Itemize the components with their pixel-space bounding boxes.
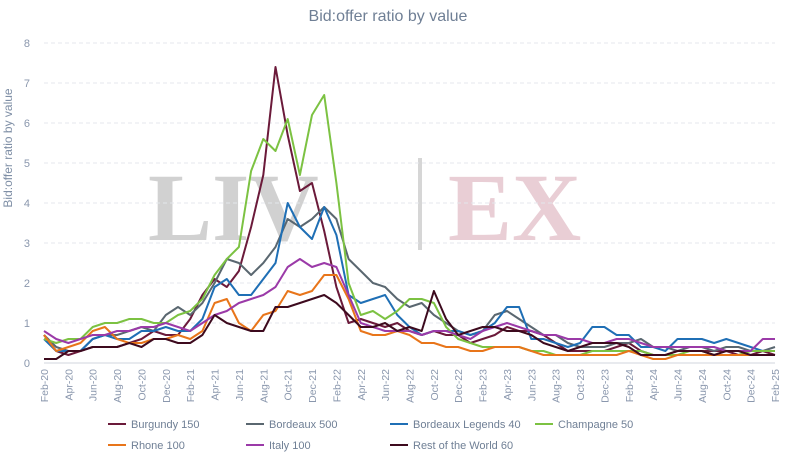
x-tick-label: Dec-22 (453, 369, 465, 403)
series-lines (43, 66, 776, 360)
x-tick-label: Feb-21 (185, 369, 197, 402)
y-tick-label: 0 (24, 358, 30, 370)
legend-label-burgundy-150: Burgundy 150 (131, 419, 200, 431)
watermark: LIV EX (148, 154, 581, 261)
x-tick-label: Aug-23 (551, 369, 563, 403)
x-tick-label: Jun-24 (673, 369, 685, 401)
x-tick-label: Feb-24 (624, 369, 636, 402)
y-axis-ticks: 0 1 2 3 4 5 6 7 8 (24, 38, 30, 370)
y-tick-label: 4 (24, 198, 30, 210)
x-axis-ticks: Feb-20 Apr-20 Jun-20 Aug-20 Oct-20 Dec-20 Feb-… (39, 369, 782, 403)
x-tick-label: Oct-24 (721, 369, 733, 401)
x-tick-label: Aug-24 (697, 369, 709, 403)
x-tick-label: Aug-20 (112, 369, 124, 403)
y-tick-label: 3 (24, 238, 30, 250)
legend-label-bordeaux-legends-40: Bordeaux Legends 40 (413, 419, 521, 431)
x-tick-label: Oct-23 (575, 369, 587, 401)
x-tick-label: Feb-23 (478, 369, 490, 402)
legend-label-rhone-100: Rhone 100 (131, 440, 185, 452)
legend-label-rest-of-the-world-60: Rest of the World 60 (413, 440, 513, 452)
x-tick-label: Dec-20 (161, 369, 173, 403)
x-tick-label: Apr-23 (502, 369, 514, 401)
x-tick-label: Dec-23 (599, 369, 611, 403)
y-tick-label: 6 (24, 118, 30, 130)
x-tick-label: Apr-24 (648, 369, 660, 401)
x-tick-label: Jun-23 (526, 369, 538, 401)
x-tick-label: Dec-24 (746, 369, 758, 403)
x-tick-label: Feb-25 (770, 369, 782, 402)
y-tick-label: 8 (24, 38, 30, 50)
y-tick-label: 7 (24, 78, 30, 90)
x-tick-label: Jun-22 (380, 369, 392, 401)
y-axis-label: Bid:offer ratio by value (1, 88, 15, 208)
x-tick-label: Apr-20 (63, 369, 75, 401)
watermark-right-text: EX (448, 154, 581, 261)
x-tick-label: Jun-20 (88, 369, 100, 401)
legend-label-bordeaux-500: Bordeaux 500 (269, 419, 338, 431)
x-tick-label: Oct-22 (429, 369, 441, 401)
legend-label-italy-100: Italy 100 (269, 440, 311, 452)
series-line-italy-100 (43, 258, 775, 352)
watermark-left-text: LIV (148, 154, 319, 261)
y-tick-label: 2 (24, 278, 30, 290)
x-tick-label: Oct-20 (136, 369, 148, 401)
x-tick-label: Feb-22 (331, 369, 343, 402)
y-tick-label: 1 (24, 318, 30, 330)
legend: Burgundy 150 Bordeaux 500 Bordeaux Legends… (108, 419, 633, 452)
legend-label-champagne-50: Champagne 50 (558, 419, 633, 431)
chart-title: Bid:offer ratio by value (309, 8, 468, 25)
x-tick-label: Apr-22 (356, 369, 368, 401)
x-tick-label: Apr-21 (210, 369, 222, 401)
x-tick-label: Aug-21 (258, 369, 270, 403)
x-tick-label: Aug-22 (405, 369, 417, 403)
x-tick-label: Oct-21 (283, 369, 295, 401)
x-tick-label: Jun-21 (234, 369, 246, 401)
x-tick-label: Feb-20 (39, 369, 51, 402)
x-tick-label: Dec-21 (307, 369, 319, 403)
y-tick-label: 5 (24, 158, 30, 170)
series-line-rest-of-the-world-60 (44, 290, 775, 360)
